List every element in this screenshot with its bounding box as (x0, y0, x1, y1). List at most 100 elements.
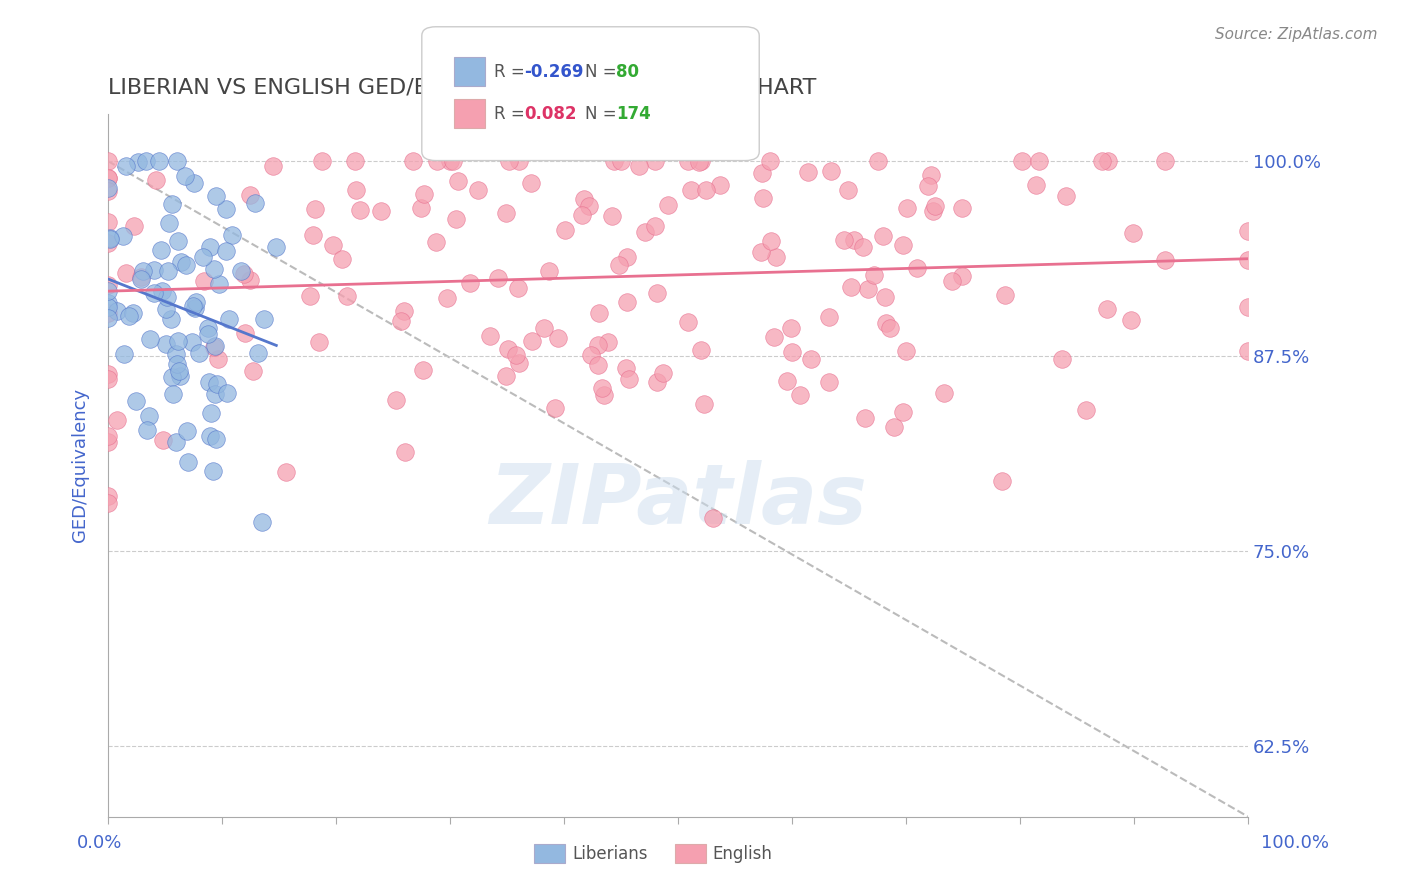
Point (818, 375, 841, 389)
Point (873, 290, 896, 304)
Point (891, 405, 914, 419)
Point (467, 183, 489, 197)
Point (941, 274, 963, 288)
Point (676, 315, 699, 329)
Point (370, 204, 392, 219)
Point (695, 183, 717, 197)
Point (304, 202, 326, 216)
Point (188, 345, 211, 359)
Point (616, 251, 638, 265)
Point (820, 164, 842, 178)
Point (167, 334, 190, 348)
Point (920, 169, 942, 183)
Point (508, 154, 530, 169)
Point (202, 340, 225, 354)
Point (105, 304, 128, 318)
Point (135, 423, 157, 437)
Point (250, 515, 273, 529)
Point (202, 464, 225, 478)
Point (180, 334, 202, 349)
Text: -0.269: -0.269 (524, 63, 583, 81)
Point (112, 228, 135, 243)
Point (242, 364, 264, 378)
Point (1097, 154, 1119, 169)
Point (165, 434, 187, 449)
Point (891, 238, 914, 252)
Point (169, 369, 191, 384)
Point (157, 264, 180, 278)
Point (114, 159, 136, 173)
Point (165, 347, 187, 361)
Point (233, 267, 256, 281)
Point (132, 264, 155, 278)
Text: 0.082: 0.082 (524, 105, 576, 123)
Point (905, 260, 928, 275)
Point (1095, 301, 1118, 316)
Point (97, 300, 120, 314)
Point (166, 154, 188, 169)
Point (409, 201, 432, 215)
Point (97, 296, 120, 310)
Point (922, 203, 945, 218)
Point (616, 294, 638, 309)
Point (183, 176, 205, 190)
Point (780, 321, 803, 335)
Point (688, 155, 710, 169)
Point (520, 176, 543, 190)
Point (253, 311, 276, 326)
Point (538, 264, 561, 278)
Point (644, 219, 666, 233)
Point (762, 330, 785, 344)
Text: ZIPatlas: ZIPatlas (489, 460, 868, 541)
Point (1237, 253, 1260, 268)
Point (143, 263, 166, 277)
Point (644, 154, 666, 169)
Point (678, 154, 700, 169)
Point (173, 169, 195, 183)
Point (330, 252, 353, 266)
Point (689, 343, 711, 357)
Point (384, 392, 406, 407)
Point (789, 388, 811, 402)
Point (917, 179, 939, 194)
Point (97, 306, 120, 320)
Point (162, 387, 184, 401)
Point (617, 372, 640, 386)
Point (336, 289, 359, 303)
Point (200, 406, 222, 420)
Point (176, 455, 198, 469)
Point (155, 302, 177, 317)
Point (852, 240, 875, 254)
Point (167, 364, 190, 378)
Point (1011, 154, 1033, 169)
Point (125, 393, 148, 408)
Point (842, 233, 865, 247)
Point (689, 154, 711, 169)
Point (495, 369, 517, 384)
Point (863, 268, 886, 283)
Point (98, 232, 121, 246)
Point (207, 352, 229, 367)
Point (709, 178, 731, 192)
Point (800, 351, 823, 366)
Point (579, 348, 602, 362)
Point (160, 312, 183, 326)
Point (266, 240, 288, 254)
Point (221, 227, 243, 242)
Point (634, 226, 657, 240)
Point (157, 216, 180, 230)
Point (142, 285, 165, 300)
Point (591, 381, 613, 395)
Point (112, 347, 135, 361)
Point (97, 171, 120, 186)
Point (444, 212, 467, 227)
Point (97, 170, 120, 185)
Point (765, 250, 787, 264)
Point (950, 268, 973, 283)
Point (439, 154, 461, 169)
Point (155, 337, 177, 351)
Point (131, 269, 153, 284)
Point (436, 291, 458, 305)
Point (628, 159, 651, 173)
Point (205, 376, 228, 391)
